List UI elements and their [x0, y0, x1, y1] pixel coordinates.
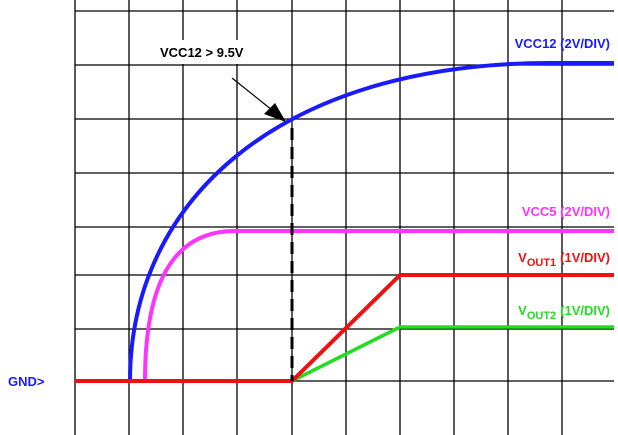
- arrow-line: [231, 77, 273, 111]
- vout2-main: V: [518, 303, 527, 318]
- vcc5-label: VCC5 (2V/DIV): [522, 204, 610, 219]
- vout1-label: VOUT1 (1V/DIV): [518, 250, 610, 269]
- vout1-suffix: (1V/DIV): [560, 250, 610, 265]
- vout2-label: VOUT2 (1V/DIV): [518, 303, 610, 322]
- vcc12-trace: [128, 61, 614, 382]
- vout2-trace: [291, 325, 614, 383]
- vout1-sub: OUT1: [527, 257, 556, 269]
- vcc5-trace: [75, 229, 614, 383]
- annotation-box: [150, 40, 282, 64]
- vout1-main: V: [518, 250, 527, 265]
- vout2-sub: OUT2: [527, 310, 556, 322]
- vout2-suffix: (1V/DIV): [560, 303, 610, 318]
- arrow-head: [264, 103, 286, 122]
- annotation: VCC12 > 9.5V: [160, 45, 244, 60]
- vout1-trace: [75, 273, 614, 383]
- ground-label: GND>: [8, 374, 45, 389]
- vcc12-label: VCC12 (2V/DIV): [515, 36, 610, 51]
